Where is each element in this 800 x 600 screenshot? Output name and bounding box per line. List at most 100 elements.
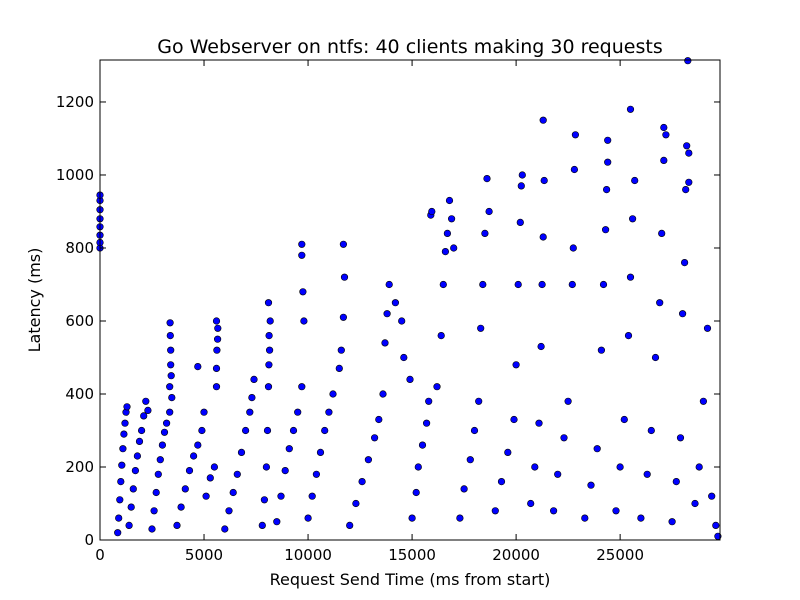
data-point — [428, 207, 436, 216]
data-point — [131, 467, 139, 475]
data-point — [568, 280, 576, 289]
data-point — [229, 488, 237, 497]
data-point — [266, 317, 274, 325]
data-point — [127, 503, 135, 511]
data-point — [624, 332, 633, 340]
y-tick-label: 0 — [84, 531, 94, 549]
data-point — [200, 408, 208, 416]
data-point — [294, 408, 302, 416]
data-point — [423, 419, 431, 427]
data-point — [154, 470, 162, 478]
data-point — [512, 361, 520, 369]
data-point — [298, 383, 306, 391]
data-point — [298, 251, 306, 259]
data-point — [166, 408, 174, 416]
data-point — [475, 397, 483, 405]
data-point — [587, 481, 595, 489]
data-point — [340, 273, 349, 281]
data-point — [685, 149, 693, 157]
data-point — [672, 478, 680, 486]
data-point — [214, 324, 222, 332]
data-point — [166, 332, 174, 340]
data-point — [177, 503, 185, 511]
data-point — [466, 456, 474, 464]
data-point — [712, 521, 720, 530]
data-point — [304, 514, 312, 522]
data-point — [414, 463, 422, 471]
data-point — [337, 346, 345, 354]
data-point — [391, 299, 400, 307]
data-point — [660, 123, 668, 132]
data-point — [114, 529, 122, 537]
data-point — [433, 383, 441, 391]
data-point — [658, 229, 666, 237]
data-point — [383, 310, 391, 318]
data-point — [163, 419, 171, 427]
data-point — [531, 463, 539, 471]
data-point — [166, 383, 174, 391]
x-tick-label: 25000 — [596, 546, 644, 564]
data-point — [167, 361, 175, 369]
data-point — [289, 426, 298, 435]
data-point — [460, 485, 468, 493]
data-point — [668, 518, 676, 526]
data-point — [194, 441, 202, 449]
data-point — [604, 158, 612, 166]
data-point — [504, 448, 512, 457]
data-point — [481, 229, 489, 237]
data-point — [699, 397, 708, 405]
x-axis-label: Request Send Time (ms from start) — [270, 570, 551, 589]
y-tick-label: 1200 — [56, 93, 94, 111]
data-point — [316, 448, 325, 457]
data-point — [242, 426, 250, 435]
data-point — [150, 507, 158, 515]
y-tick-label: 600 — [65, 312, 94, 330]
data-point — [571, 131, 580, 139]
data-point — [250, 375, 258, 384]
data-point — [443, 229, 452, 237]
data-point — [682, 186, 690, 194]
data-point — [703, 324, 712, 332]
data-point — [510, 415, 518, 424]
data-point — [339, 240, 348, 248]
data-point — [312, 470, 321, 478]
data-point — [375, 415, 383, 424]
data-point — [210, 463, 218, 471]
data-point — [298, 240, 306, 248]
data-point — [678, 310, 687, 318]
data-point — [194, 363, 202, 371]
data-point — [325, 408, 333, 416]
data-point — [593, 445, 601, 453]
data-point — [564, 397, 572, 405]
data-point — [660, 156, 668, 164]
data-point — [637, 514, 645, 522]
data-point — [483, 175, 491, 183]
data-point — [258, 521, 266, 530]
data-point — [602, 186, 611, 194]
data-point — [379, 390, 387, 398]
data-point — [152, 488, 160, 497]
data-point — [213, 346, 221, 354]
data-point — [485, 207, 493, 216]
data-point — [569, 244, 577, 252]
data-point — [246, 408, 254, 416]
data-point — [537, 342, 545, 351]
data-point — [160, 428, 169, 436]
x-tick-label: 0 — [95, 546, 105, 564]
data-point — [321, 426, 329, 435]
data-point — [212, 317, 221, 325]
data-point — [477, 324, 485, 332]
data-point — [281, 467, 289, 475]
data-point — [601, 226, 610, 234]
data-point — [406, 375, 414, 384]
data-point — [264, 383, 273, 391]
data-point — [538, 280, 546, 289]
data-point — [346, 521, 354, 530]
data-point — [202, 492, 210, 500]
data-point — [616, 463, 624, 471]
data-point — [539, 233, 547, 241]
data-point — [398, 317, 406, 325]
data-point — [300, 317, 308, 325]
data-point — [144, 406, 152, 415]
data-point — [620, 415, 628, 424]
